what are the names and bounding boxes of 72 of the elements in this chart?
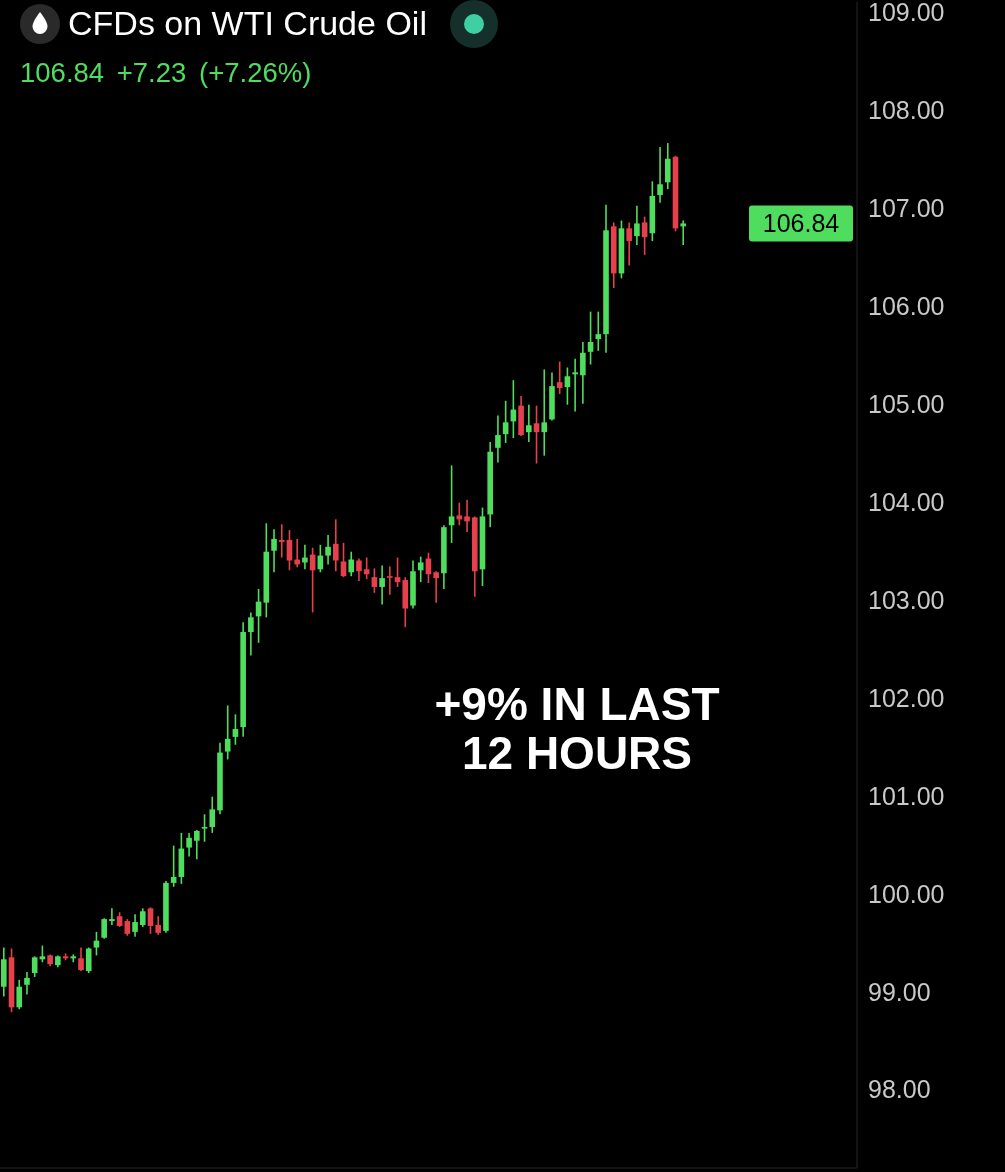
candlestick bbox=[641, 215, 648, 256]
candlestick bbox=[278, 523, 285, 559]
candlestick bbox=[24, 971, 30, 996]
candlestick bbox=[209, 795, 216, 834]
candlestick bbox=[502, 399, 509, 444]
candlestick bbox=[170, 844, 177, 888]
candlestick bbox=[139, 907, 146, 928]
candlestick bbox=[564, 366, 571, 406]
candlestick bbox=[526, 403, 532, 443]
candlestick bbox=[394, 556, 401, 588]
candlestick bbox=[626, 221, 632, 267]
candlestick bbox=[464, 498, 470, 533]
candlestick bbox=[85, 946, 92, 974]
candlestick bbox=[232, 713, 239, 746]
candlestick bbox=[456, 501, 463, 527]
candlestick bbox=[379, 564, 385, 606]
candlestick bbox=[356, 557, 362, 582]
candlestick bbox=[371, 567, 378, 594]
candlestick bbox=[433, 570, 439, 604]
candlestick bbox=[186, 832, 192, 858]
candlestick bbox=[132, 913, 138, 938]
candlestick bbox=[348, 550, 355, 577]
y-tick-label: 107.00 bbox=[868, 193, 945, 222]
candlestick bbox=[363, 556, 370, 580]
y-tick-label: 106.00 bbox=[868, 291, 945, 320]
candlestick bbox=[556, 360, 563, 395]
candlestick bbox=[224, 704, 231, 761]
candlestick bbox=[417, 555, 424, 583]
candlestick bbox=[587, 310, 594, 366]
candlestick bbox=[332, 518, 339, 573]
text: 106.84 +7.23 (+7.26%) bbox=[20, 57, 312, 89]
y-tick-label: 109.00 bbox=[868, 0, 945, 26]
candlestick bbox=[101, 917, 107, 940]
candlestick bbox=[387, 565, 393, 596]
candlestick bbox=[495, 414, 501, 464]
candlestick bbox=[155, 915, 162, 936]
y-tick-label: 105.00 bbox=[868, 389, 945, 418]
candlestick bbox=[580, 341, 586, 405]
candlestick bbox=[572, 357, 578, 413]
y-tick-label: 98.00 bbox=[868, 1075, 931, 1104]
candlestick bbox=[109, 907, 115, 926]
candlestick bbox=[70, 953, 77, 964]
candlestick bbox=[533, 404, 540, 465]
candlestick bbox=[325, 534, 331, 566]
candlestick bbox=[541, 368, 548, 457]
y-tick-label: 101.00 bbox=[868, 781, 945, 810]
candlestick bbox=[271, 528, 277, 574]
candlestick bbox=[31, 955, 38, 978]
candlestick bbox=[16, 979, 23, 1011]
candlestick bbox=[194, 829, 200, 861]
candlestick bbox=[78, 946, 84, 972]
chart-title: CFDs on WTI Crude Oil bbox=[68, 3, 427, 43]
candlestick bbox=[680, 219, 687, 246]
candlestick bbox=[657, 146, 663, 204]
y-tick-label: 100.00 bbox=[868, 879, 945, 908]
candlestick bbox=[93, 931, 100, 957]
annotation: 106.84 bbox=[762, 209, 840, 238]
candlestick bbox=[634, 205, 640, 246]
annotation: +9% IN LAST 12 HOURS bbox=[433, 678, 721, 779]
y-tick-label: 108.00 bbox=[868, 95, 945, 124]
y-tick-label: 104.00 bbox=[868, 487, 945, 516]
y-tick-label: 99.00 bbox=[868, 977, 931, 1006]
candlestick bbox=[286, 529, 293, 572]
candlestick bbox=[201, 813, 208, 843]
y-tick-label: 103.00 bbox=[868, 585, 945, 614]
y-tick-label: 102.00 bbox=[868, 683, 945, 712]
candlestick bbox=[448, 464, 455, 544]
candlestick bbox=[248, 611, 254, 657]
candlestick bbox=[147, 906, 154, 935]
candlestick bbox=[340, 542, 347, 578]
candlestick bbox=[595, 310, 602, 352]
candlestick bbox=[664, 142, 671, 190]
